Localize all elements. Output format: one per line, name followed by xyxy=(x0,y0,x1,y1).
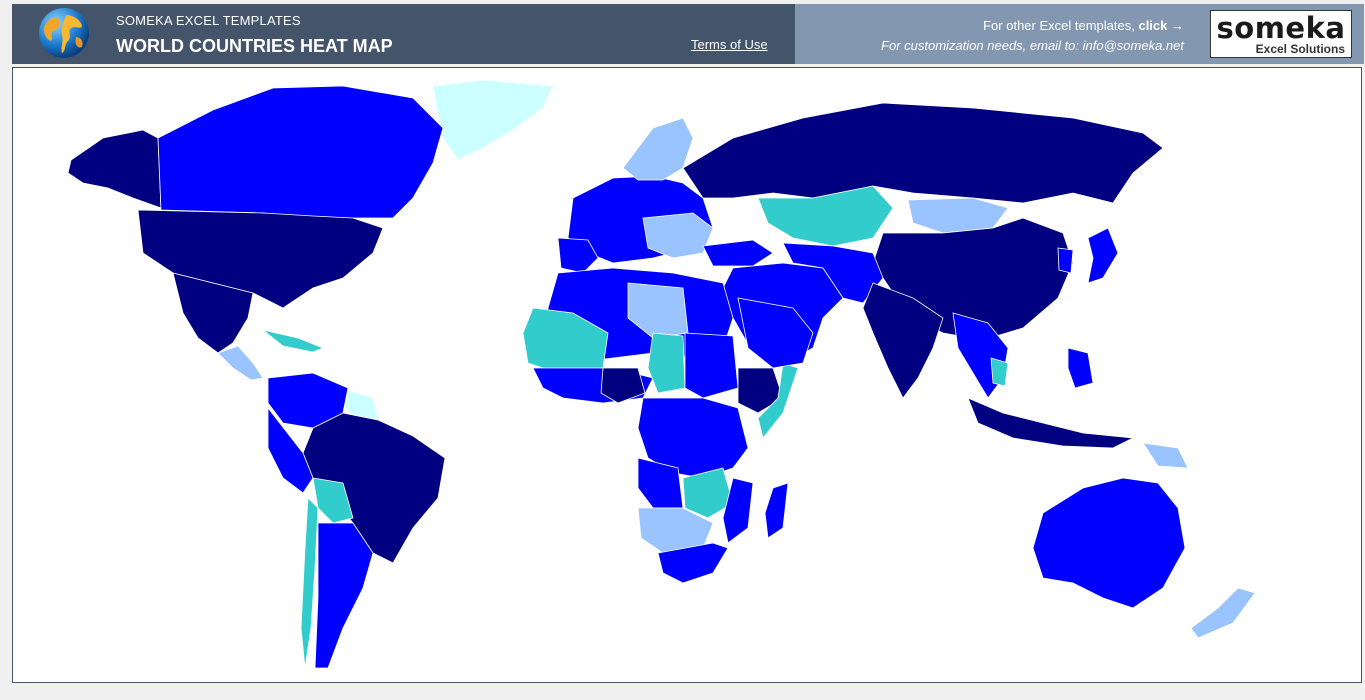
region-papua-new-guinea[interactable] xyxy=(1142,442,1189,469)
region-chad[interactable] xyxy=(647,332,686,394)
header-bar: SOMEKA EXCEL TEMPLATES WORLD COUNTRIES H… xyxy=(12,4,1364,64)
region-scandinavia[interactable] xyxy=(622,117,694,181)
region-mexico[interactable] xyxy=(172,272,254,354)
world-map-svg xyxy=(67,79,1256,669)
region-new-zealand[interactable] xyxy=(1190,587,1256,639)
region-bolivia[interactable] xyxy=(312,477,354,524)
region-australia[interactable] xyxy=(1032,477,1186,609)
region-iberia[interactable] xyxy=(557,237,599,274)
brand-label: SOMEKA EXCEL TEMPLATES xyxy=(116,13,301,28)
terms-of-use-link[interactable]: Terms of Use xyxy=(691,37,768,52)
promo-block: For other Excel templates, click → For c… xyxy=(881,16,1184,56)
region-iran-afghanistan[interactable] xyxy=(782,242,884,304)
someka-logo[interactable]: someka Excel Solutions xyxy=(1210,10,1352,58)
region-turkey[interactable] xyxy=(702,239,774,267)
region-eastern-europe[interactable] xyxy=(642,212,714,259)
region-vietnam[interactable] xyxy=(990,357,1009,387)
region-madagascar[interactable] xyxy=(764,482,789,539)
region-somalia[interactable] xyxy=(757,362,799,439)
region-saudi-arabia[interactable] xyxy=(737,297,814,369)
region-central-america[interactable] xyxy=(217,345,264,381)
region-russia[interactable] xyxy=(682,102,1164,204)
region-alaska[interactable] xyxy=(67,129,162,209)
region-mozambique[interactable] xyxy=(722,477,754,544)
region-peru[interactable] xyxy=(267,406,314,494)
region-philippines[interactable] xyxy=(1067,347,1094,389)
header-left-panel: SOMEKA EXCEL TEMPLATES WORLD COUNTRIES H… xyxy=(12,4,795,64)
promo-text: For other Excel templates, xyxy=(983,18,1135,33)
globe-icon xyxy=(39,8,89,58)
region-canada[interactable] xyxy=(157,85,444,219)
region-south-africa[interactable] xyxy=(657,542,729,584)
region-korea[interactable] xyxy=(1057,247,1074,274)
logo-word: someka xyxy=(1216,11,1346,45)
region-chile[interactable] xyxy=(300,497,319,669)
region-indonesia[interactable] xyxy=(967,397,1135,449)
world-heat-map xyxy=(12,67,1362,683)
click-link[interactable]: click → xyxy=(1138,18,1184,33)
region-usa[interactable] xyxy=(137,209,384,309)
header-right-panel: For other Excel templates, click → For c… xyxy=(795,4,1364,64)
region-kazakhstan[interactable] xyxy=(757,185,894,247)
region-zambia-zimbabwe[interactable] xyxy=(682,467,734,519)
logo-subtitle: Excel Solutions xyxy=(1255,42,1345,56)
region-greenland[interactable] xyxy=(432,79,554,161)
region-india[interactable] xyxy=(862,282,944,399)
page-title: WORLD COUNTRIES HEAT MAP xyxy=(116,36,393,56)
region-caribbean[interactable] xyxy=(262,329,325,353)
region-japan[interactable] xyxy=(1087,227,1119,284)
region-sudan[interactable] xyxy=(684,332,739,399)
contact-text: For customization needs, email to: info@… xyxy=(881,38,1184,53)
region-nigeria[interactable] xyxy=(600,367,646,404)
region-argentina[interactable] xyxy=(314,522,374,669)
promo-row: For other Excel templates, click → xyxy=(881,16,1184,36)
